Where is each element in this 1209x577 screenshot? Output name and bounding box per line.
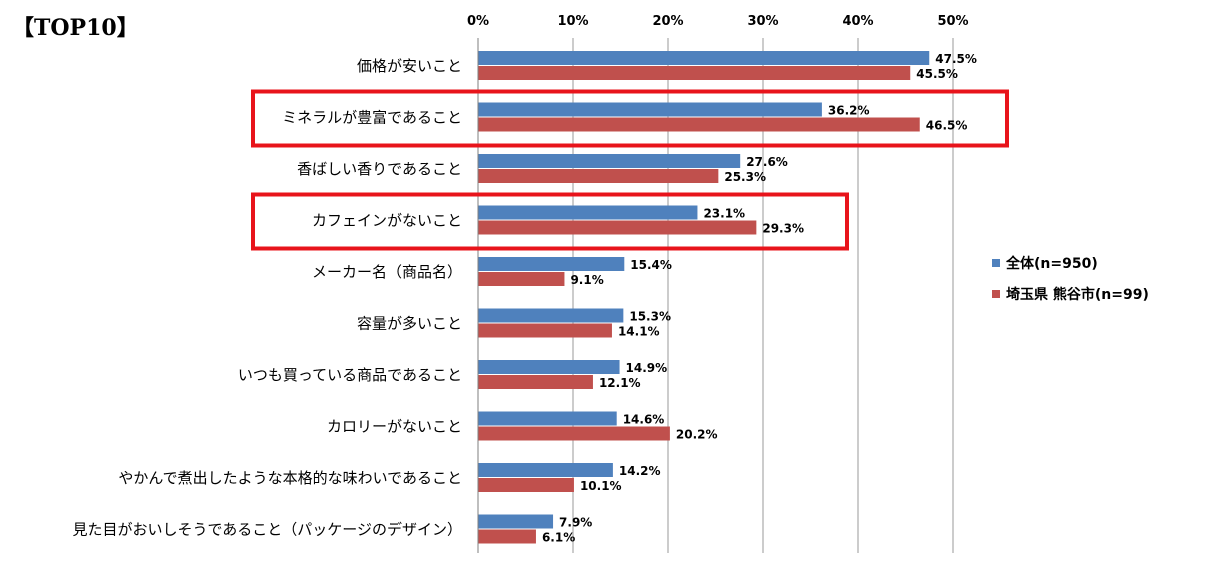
x-tick-label: 10% — [557, 14, 588, 29]
data-label: 14.1% — [618, 325, 660, 339]
data-label: 15.4% — [630, 258, 672, 272]
legend-label: 埼玉県 熊谷市(n=99) — [1006, 286, 1149, 303]
data-label: 14.9% — [626, 361, 668, 375]
bar-overall — [478, 308, 624, 323]
data-label: 7.9% — [559, 516, 592, 530]
bar-kumagaya — [478, 529, 536, 544]
category-label: やかんで煮出したような本格的な味わいであること — [118, 469, 462, 487]
bar-kumagaya — [478, 323, 612, 338]
x-tick-label: 0% — [467, 14, 489, 29]
data-label: 12.1% — [599, 376, 641, 390]
bar-kumagaya — [478, 220, 757, 235]
category-label: いつも買っている商品であること — [238, 366, 462, 384]
data-label: 23.1% — [703, 207, 745, 221]
highlight-box — [251, 89, 1009, 148]
legend-swatch — [992, 290, 1000, 298]
category-label: 香ばしい香りであること — [297, 160, 462, 178]
bar-kumagaya — [478, 478, 574, 492]
bar-overall — [478, 205, 698, 220]
data-label: 29.3% — [762, 222, 804, 236]
data-label: 47.5% — [935, 52, 977, 66]
legend-swatch — [992, 259, 1000, 267]
data-label: 14.6% — [623, 413, 665, 427]
bar-overall — [478, 360, 620, 374]
data-label: 45.5% — [916, 67, 958, 81]
data-label: 46.5% — [926, 119, 968, 133]
data-label: 25.3% — [724, 170, 766, 184]
legend-label: 全体(n=950) — [1005, 255, 1098, 272]
x-tick-label: 30% — [747, 14, 778, 29]
bar-kumagaya — [478, 66, 911, 80]
data-label: 20.2% — [676, 428, 718, 442]
category-label: ミネラルが豊富であること — [282, 109, 462, 127]
category-label: カフェインがないこと — [312, 212, 462, 230]
bar-overall — [478, 463, 613, 477]
data-label: 36.2% — [828, 104, 870, 118]
chart-title: 【TOP10】 — [12, 15, 139, 41]
x-tick-label: 40% — [842, 14, 873, 29]
data-label: 6.1% — [542, 531, 575, 545]
bar-kumagaya — [478, 426, 670, 441]
bar-overall — [478, 257, 625, 271]
bar-kumagaya — [478, 169, 719, 183]
highlight-box — [251, 192, 849, 251]
bar-overall — [478, 514, 554, 529]
bar-kumagaya — [478, 375, 593, 389]
bar-overall — [478, 154, 741, 168]
category-label: 価格が安いこと — [357, 57, 462, 75]
data-label: 9.1% — [570, 273, 603, 287]
data-label: 15.3% — [629, 310, 671, 324]
category-label: メーカー名（商品名） — [312, 263, 462, 281]
x-tick-label: 20% — [652, 14, 683, 29]
bar-kumagaya — [478, 117, 920, 132]
bar-overall — [478, 51, 930, 65]
x-tick-label: 50% — [937, 14, 968, 29]
bar-kumagaya — [478, 272, 565, 286]
category-label: 容量が多いこと — [357, 315, 462, 333]
data-label: 27.6% — [746, 155, 788, 169]
category-label: カロリーがないこと — [327, 418, 462, 436]
data-label: 14.2% — [619, 464, 661, 478]
category-label: 見た目がおいしそうであること（パッケージのデザイン） — [72, 521, 462, 539]
data-label: 10.1% — [580, 479, 622, 493]
bar-overall — [478, 102, 822, 117]
bar-overall — [478, 411, 617, 426]
